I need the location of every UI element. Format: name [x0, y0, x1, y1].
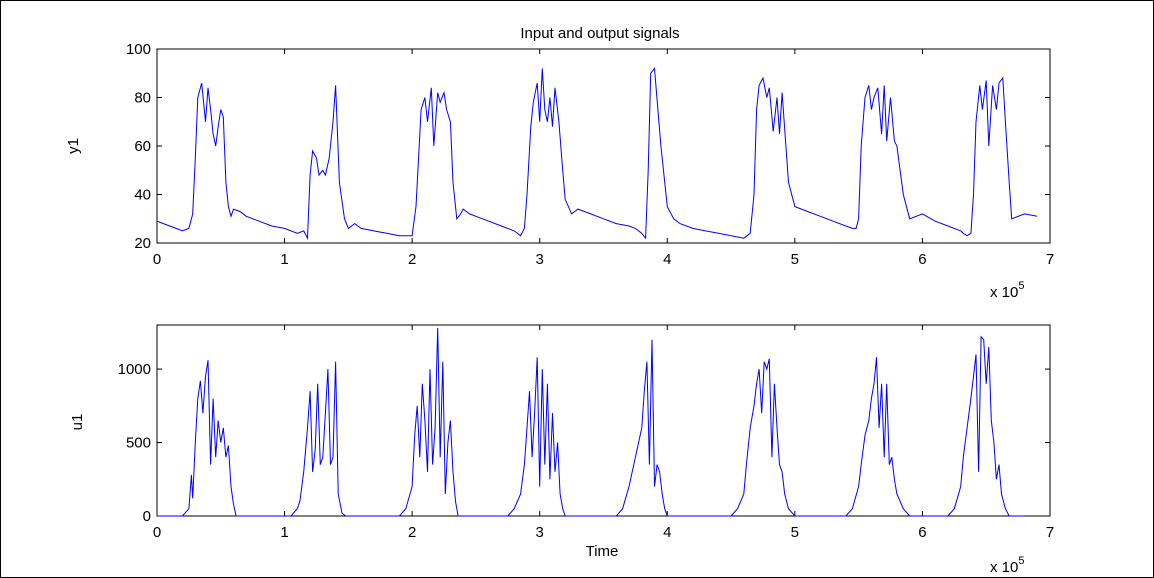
x-tick-label: 7: [1046, 524, 1054, 541]
lower-x-axis-label: Time: [586, 543, 619, 560]
x-tick-label: 2: [408, 251, 416, 268]
upper-y-tick-labels: 20 40 60 80 100: [126, 41, 151, 252]
x-tick-label: 5: [791, 524, 799, 541]
y-tick-label: 60: [134, 138, 151, 155]
y-tick-label: 40: [134, 187, 151, 204]
x-tick-label: 5: [791, 251, 799, 268]
x-tick-label: 0: [153, 524, 161, 541]
u1-series-line: [157, 327, 1025, 517]
x-tick-label: 3: [536, 524, 544, 541]
x-tick-label: 3: [536, 251, 544, 268]
y-tick-label: 80: [134, 90, 151, 107]
upper-x-tick-labels: 0 1 2 3 4 5 6 7: [153, 251, 1054, 268]
lower-x-multiplier-exponent: 5: [1018, 555, 1024, 567]
lower-y-tick-labels: 0 500 1000: [118, 361, 151, 525]
x-tick-label: 7: [1046, 251, 1054, 268]
upper-y-axis-label: y1: [65, 138, 82, 154]
lower-x-multiplier: x 105: [990, 555, 1024, 576]
lower-y-axis-label: u1: [69, 414, 86, 431]
upper-x-multiplier-base: x 10: [990, 284, 1018, 301]
x-tick-label: 2: [408, 524, 416, 541]
lower-x-tick-labels: 0 1 2 3 4 5 6 7: [153, 524, 1054, 541]
upper-plot-area: [156, 48, 1051, 244]
chart-title: Input and output signals: [520, 25, 679, 42]
y-tick-label: 20: [134, 235, 151, 252]
y-tick-label: 0: [143, 508, 151, 525]
y-tick-label: 1000: [118, 361, 151, 378]
x-tick-label: 4: [663, 251, 671, 268]
y-tick-label: 100: [126, 41, 151, 58]
upper-x-multiplier-exponent: 5: [1018, 280, 1024, 292]
x-tick-label: 0: [153, 251, 161, 268]
x-tick-label: 1: [280, 524, 288, 541]
upper-ticks: [156, 48, 1051, 244]
upper-axes: Input and output signals 0 1 2 3 4 5 6 7 20 40 60…: [65, 25, 1054, 301]
upper-x-multiplier: x 105: [990, 280, 1024, 301]
x-tick-label: 1: [280, 251, 288, 268]
y1-series-line: [156, 67, 1038, 241]
x-tick-label: 6: [918, 524, 926, 541]
lower-x-multiplier-base: x 10: [990, 559, 1018, 576]
lower-plot-area: [156, 324, 1051, 517]
y-tick-label: 500: [126, 435, 151, 452]
x-tick-label: 6: [918, 251, 926, 268]
x-tick-label: 4: [663, 524, 671, 541]
